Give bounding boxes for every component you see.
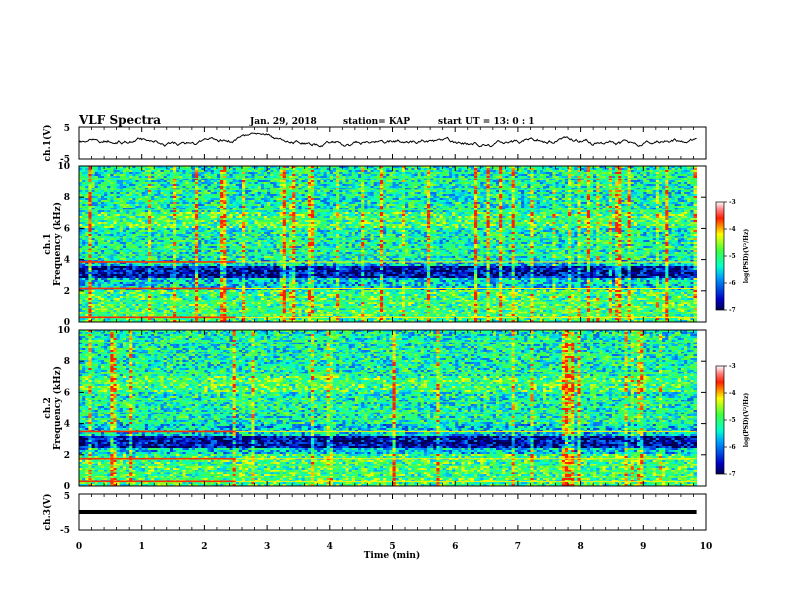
ch1-ytick-top: 5 (64, 124, 70, 134)
start-time-label: start UT = 13: 0 : 1 (438, 117, 535, 127)
station-label: station= KAP (343, 117, 410, 127)
ch1-spectrogram-cells (79, 166, 697, 322)
figure-title: VLF Spectra (78, 113, 161, 127)
ch1-waveform-ylabel: ch.1(V) (42, 125, 53, 162)
date-label: Jan. 29, 2018 (249, 117, 317, 127)
